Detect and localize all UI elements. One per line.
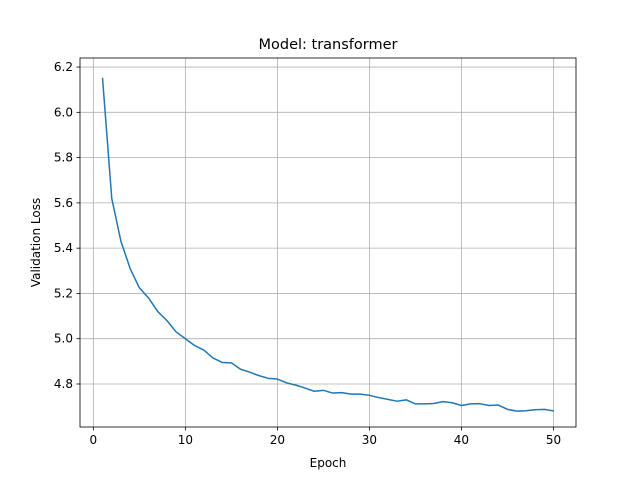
series-layer [101,77,555,412]
y-tick-label: 5.6 [54,196,73,210]
y-tick-label: 5.8 [54,151,73,165]
x-tick-label: 20 [270,433,285,447]
x-axis-label: Epoch [310,456,347,470]
x-tick-label: 0 [90,433,98,447]
grid-layer [80,58,576,427]
y-tick-label: 5.4 [54,241,73,255]
y-tick-label: 6.2 [54,60,73,74]
y-tick-label: 6.0 [54,105,73,119]
series-line [101,77,555,412]
x-tick-label: 50 [546,433,561,447]
chart-title: Model: transformer [259,37,398,53]
x-tick-label: 40 [454,433,469,447]
x-tick-label: 10 [178,433,193,447]
y-tick-label: 4.8 [54,377,73,391]
y-tick-label: 5.2 [54,286,73,300]
x-tick-label: 30 [362,433,377,447]
y-tick-label: 5.0 [54,332,73,346]
ticks-layer: 0 10 20 30 40 50 4.8 5.0 5.2 5.4 5.6 5.8 6.0 6.2 [54,60,561,447]
y-axis-label: Validation Loss [29,198,43,287]
plot-frame [79,57,577,428]
